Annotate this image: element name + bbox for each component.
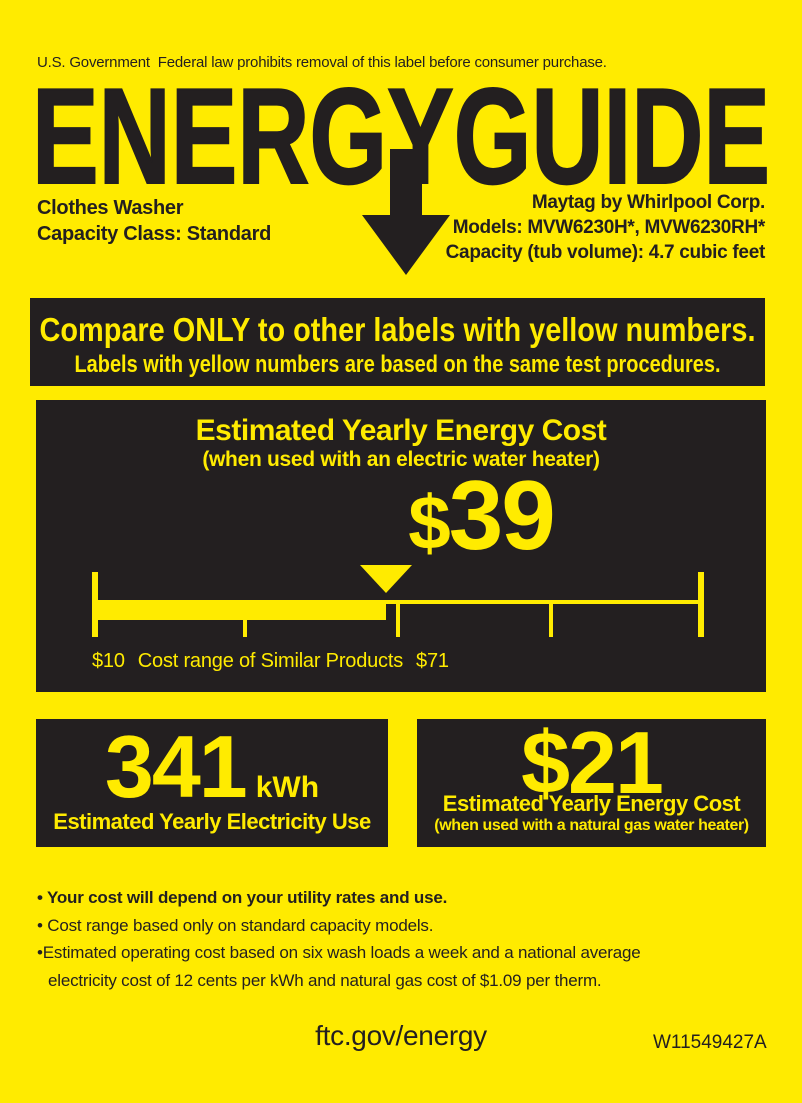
energy-cost-box: Estimated Yearly Energy Cost (when used … <box>36 400 766 692</box>
scale-pointer-icon <box>359 565 412 593</box>
electricity-value: 341 <box>104 717 248 816</box>
compare-banner-line1: Compare ONLY to other labels with yellow… <box>40 311 756 348</box>
compare-banner: Compare ONLY to other labels with yellow… <box>30 298 765 386</box>
down-arrow-icon <box>362 149 450 275</box>
scale-quarter-tick <box>396 600 400 637</box>
scale-bar <box>92 600 386 620</box>
gas-cost-box: $21 Estimated Yearly Energy Cost (when u… <box>417 719 766 847</box>
electricity-caption: Estimated Yearly Electricity Use <box>53 809 371 834</box>
scale-range-label: Cost range of Similar Products <box>137 650 404 672</box>
currency-symbol: $ <box>408 481 450 566</box>
gas-cost-value: $21 <box>521 713 664 812</box>
gas-cost-caption: Estimated Yearly Energy Cost <box>442 791 741 816</box>
energy-cost-title: Estimated Yearly Energy Cost <box>195 414 607 447</box>
model-numbers: Models: MVW6230H*, MVW6230RH* <box>452 217 766 238</box>
cost-range-scale: $10 Cost range of Similar Products $71 <box>92 560 704 690</box>
scale-end-tick-right <box>698 572 704 637</box>
cost-amount: 39 <box>448 460 556 570</box>
compare-banner-line2: Labels with yellow numbers are based on … <box>75 351 721 378</box>
scale-quarter-tick <box>243 600 247 637</box>
footnotes: • Your cost will depend on your utility … <box>37 884 641 994</box>
manufacturer-name: Maytag by Whirlpool Corp. <box>531 192 765 213</box>
electricity-unit: kWh <box>255 771 320 804</box>
tub-capacity: Capacity (tub volume): 4.7 cubic feet <box>445 242 766 263</box>
electricity-use-box: 341 kWh Estimated Yearly Electricity Use <box>36 719 388 847</box>
product-type: Clothes Washer <box>37 197 184 219</box>
footnote-line: electricity cost of 12 cents per kWh and… <box>48 970 602 990</box>
capacity-class: Capacity Class: Standard <box>37 223 271 245</box>
product-info: Clothes Washer Capacity Class: Standard <box>37 195 271 247</box>
part-number: W11549427A <box>653 1032 767 1053</box>
manufacturer-info: Maytag by Whirlpool Corp. Models: MVW623… <box>445 190 766 265</box>
gas-cost-subcaption: (when used with a natural gas water heat… <box>434 817 749 834</box>
footnote-line: •Estimated operating cost based on six w… <box>37 943 641 962</box>
logo-text: ENERGYGUIDE <box>32 84 770 186</box>
federal-disclaimer: U.S. Government Federal law prohibits re… <box>37 54 607 71</box>
scale-max-label: $71 <box>416 650 449 672</box>
ftc-url: ftc.gov/energy <box>315 1020 487 1051</box>
footnote-line: • Cost range based only on standard capa… <box>37 915 434 935</box>
scale-labels: $10 Cost range of Similar Products $71 <box>92 650 449 673</box>
energy-cost-value: $39 <box>36 466 766 564</box>
scale-min-label: $10 <box>92 650 125 672</box>
footnote-line: • Your cost will depend on your utility … <box>37 888 448 907</box>
energyguide-logo: ENERGYGUIDE <box>32 84 770 186</box>
scale-quarter-tick <box>549 600 553 637</box>
energy-cost-subtitle: (when used with an electric water heater… <box>202 448 600 471</box>
